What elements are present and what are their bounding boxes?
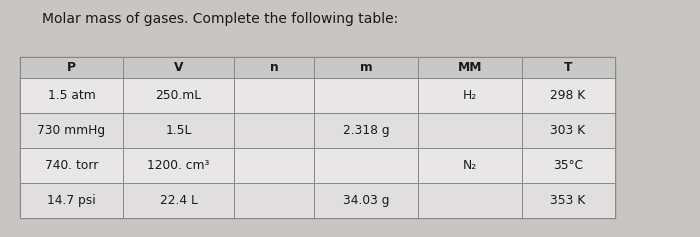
Bar — [234, 78, 314, 113]
Text: 35°C: 35°C — [553, 159, 583, 172]
Bar — [123, 183, 234, 218]
Bar — [123, 57, 234, 78]
Bar — [314, 183, 418, 218]
Bar — [234, 148, 314, 183]
Bar — [418, 183, 522, 218]
Text: 2.318 g: 2.318 g — [343, 124, 389, 137]
Bar — [522, 148, 615, 183]
Text: MM: MM — [457, 61, 482, 74]
Text: N₂: N₂ — [463, 159, 477, 172]
Bar — [123, 113, 234, 148]
Text: 353 K: 353 K — [550, 194, 586, 207]
Text: m: m — [360, 61, 372, 74]
Bar — [20, 57, 615, 218]
Text: P: P — [67, 61, 76, 74]
Bar — [314, 148, 418, 183]
Bar — [234, 57, 314, 78]
Bar — [20, 183, 123, 218]
Text: 303 K: 303 K — [550, 124, 586, 137]
Bar — [234, 113, 314, 148]
Text: 298 K: 298 K — [550, 89, 586, 102]
Bar — [522, 78, 615, 113]
Text: 1.5 atm: 1.5 atm — [48, 89, 95, 102]
Bar — [314, 78, 418, 113]
Text: Molar mass of gases. Complete the following table:: Molar mass of gases. Complete the follow… — [42, 12, 398, 26]
Bar — [314, 57, 418, 78]
Bar — [20, 57, 123, 78]
Bar — [234, 183, 314, 218]
Bar — [522, 113, 615, 148]
Bar — [20, 113, 123, 148]
Text: n: n — [270, 61, 279, 74]
Bar — [123, 148, 234, 183]
Text: H₂: H₂ — [463, 89, 477, 102]
Bar — [522, 183, 615, 218]
Text: 14.7 psi: 14.7 psi — [47, 194, 96, 207]
Bar — [20, 78, 123, 113]
Text: T: T — [564, 61, 573, 74]
Bar — [123, 78, 234, 113]
Text: 22.4 L: 22.4 L — [160, 194, 197, 207]
Text: V: V — [174, 61, 183, 74]
Text: 740. torr: 740. torr — [45, 159, 98, 172]
Bar — [522, 57, 615, 78]
Text: 34.03 g: 34.03 g — [343, 194, 389, 207]
Bar — [418, 148, 522, 183]
Bar — [418, 57, 522, 78]
Bar — [418, 113, 522, 148]
Bar — [314, 113, 418, 148]
Text: 730 mmHg: 730 mmHg — [37, 124, 106, 137]
Text: 250.mL: 250.mL — [155, 89, 202, 102]
Text: 1.5L: 1.5L — [165, 124, 192, 137]
Bar — [20, 148, 123, 183]
Text: 1200. cm³: 1200. cm³ — [147, 159, 210, 172]
Bar — [418, 78, 522, 113]
